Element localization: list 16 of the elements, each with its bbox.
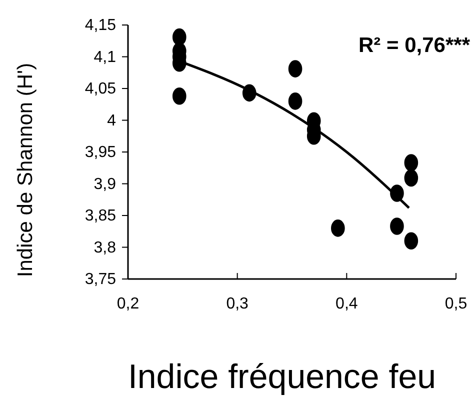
y-tick-label: 3,9 <box>94 176 116 193</box>
y-tick-label: 4,05 <box>84 80 116 98</box>
x-tick-label: 0,5 <box>444 295 468 312</box>
y-tick-label: 3,85 <box>84 208 116 225</box>
y-tick-label: 4,15 <box>84 17 116 34</box>
y-tick-label: 4 <box>107 112 116 130</box>
x-tick-label: 0,4 <box>336 295 358 312</box>
y-tick-label: 3,75 <box>84 271 116 288</box>
x-tick-label: 0,3 <box>226 295 249 312</box>
y-tick-label: 4,1 <box>94 48 116 66</box>
y-tick-label: 3,95 <box>84 144 116 162</box>
y-tick-label: 3,8 <box>94 239 116 256</box>
x-tick-label: 0,2 <box>116 295 140 312</box>
y-axis-title: Indice de Shannon (H') <box>14 62 37 278</box>
annotation: R² = 0,76*** <box>358 34 471 57</box>
x-axis-title: Indice fréquence feu <box>128 358 436 396</box>
